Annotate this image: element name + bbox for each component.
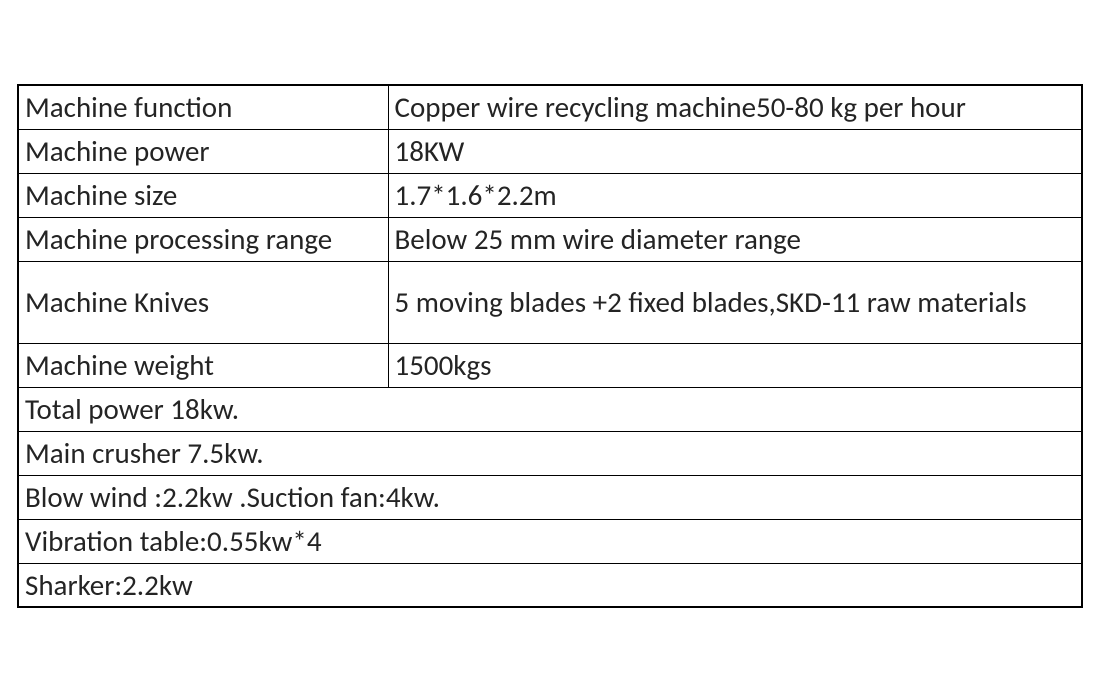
table-row: Vibration table:0.55kw*4 [18,519,1082,563]
table-cell: Sharker:2.2kw [18,563,1082,607]
page: Machine functionCopper wire recycling ma… [0,0,1096,698]
table-row: Sharker:2.2kw [18,563,1082,607]
table-cell: Vibration table:0.55kw*4 [18,519,1082,563]
table-cell: Machine Knives [18,261,388,343]
table-cell: Blow wind :2.2kw .Suction fan:4kw. [18,475,1082,519]
table-cell: Machine function [18,85,388,129]
table-row: Machine weight1500kgs [18,343,1082,387]
table-cell: 18KW [388,129,1082,173]
table-row: Main crusher 7.5kw. [18,431,1082,475]
table-cell: Machine weight [18,343,388,387]
table-cell: Main crusher 7.5kw. [18,431,1082,475]
table-cell: 1.7*1.6*2.2m [388,173,1082,217]
table-row: Machine processing rangeBelow 25 mm wire… [18,217,1082,261]
table-row: Machine power18KW [18,129,1082,173]
spec-table: Machine functionCopper wire recycling ma… [17,84,1083,608]
table-cell: 1500kgs [388,343,1082,387]
table-row: Machine Knives5 moving blades +2 fixed b… [18,261,1082,343]
table-cell: Machine size [18,173,388,217]
table-cell: Below 25 mm wire diameter range [388,217,1082,261]
table-cell: 5 moving blades +2 fixed blades,SKD-11 r… [388,261,1082,343]
table-cell: Total power 18kw. [18,387,1082,431]
table-row: Total power 18kw. [18,387,1082,431]
table-row: Machine functionCopper wire recycling ma… [18,85,1082,129]
table-row: Machine size1.7*1.6*2.2m [18,173,1082,217]
table-cell: Machine power [18,129,388,173]
table-cell: Copper wire recycling machine50-80 kg pe… [388,85,1082,129]
table-row: Blow wind :2.2kw .Suction fan:4kw. [18,475,1082,519]
table-cell: Machine processing range [18,217,388,261]
